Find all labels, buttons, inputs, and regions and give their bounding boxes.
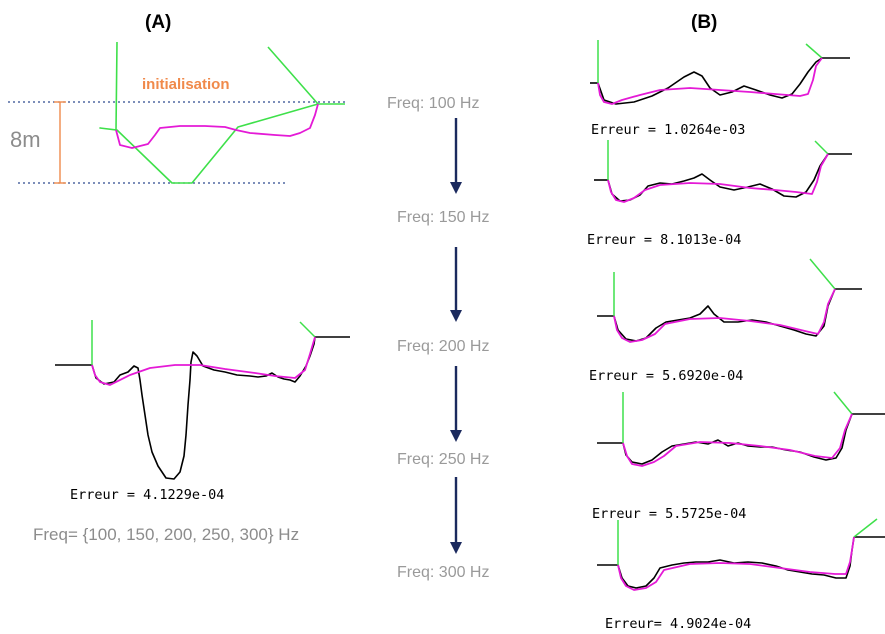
error-text-200hz: Erreur = 5.6920e-04	[589, 368, 743, 384]
panel-a-label: (A)	[145, 12, 171, 33]
right-source-marker	[299, 321, 316, 338]
result-250hz: Erreur = 5.5725e-04	[592, 391, 885, 522]
source-right	[809, 258, 836, 290]
error-text-150hz: Erreur = 8.1013e-04	[587, 232, 741, 248]
source-right	[814, 140, 829, 155]
error-text-100hz: Erreur = 1.0264e-03	[591, 122, 745, 138]
frequency-step-250: Freq: 250 Hz	[397, 451, 489, 468]
true-profile	[617, 536, 855, 589]
source-right	[853, 518, 878, 538]
initial-inverted-profile	[115, 103, 319, 149]
arrow-200-to-250	[450, 366, 462, 442]
arrow-250-to-300	[450, 477, 462, 554]
initial-model-profile	[99, 41, 319, 184]
panel-a-error-text: Erreur = 4.1229e-04	[70, 487, 224, 503]
inverted-profile-final	[91, 336, 316, 386]
initialisation-label: initialisation	[142, 76, 230, 93]
inverted-profile	[607, 153, 829, 203]
inverted-profile	[617, 536, 855, 591]
true-profile	[613, 288, 836, 342]
result-200hz: Erreur = 5.6920e-04	[589, 258, 862, 384]
frequency-step-150: Freq: 150 Hz	[397, 209, 489, 226]
result-100hz: Erreur = 1.0264e-03	[590, 40, 850, 138]
frequency-step-100: Freq: 100 Hz	[387, 95, 479, 112]
inverted-profile	[613, 288, 836, 343]
panel-b-label: (B)	[691, 12, 717, 33]
frequency-set-text: Freq= {100, 150, 200, 250, 300} Hz	[33, 525, 299, 544]
true-profile	[622, 413, 853, 465]
error-text-250hz: Erreur = 5.5725e-04	[592, 506, 746, 522]
source-right	[833, 391, 853, 415]
frequency-sequence: Freq: 100 Hz Freq: 150 Hz Freq: 200 Hz F…	[387, 95, 489, 581]
result-300hz: Erreur= 4.9024e-04	[597, 518, 885, 632]
depth-label: 8m	[10, 127, 41, 152]
inverted-profile	[622, 413, 853, 467]
true-profile	[597, 57, 823, 105]
panel-a-final-result: Erreur = 4.1229e-04 Freq= {100, 150, 200…	[33, 320, 350, 544]
panel-a-initialisation: 8m initialisation	[8, 41, 345, 184]
result-150hz: Erreur = 8.1013e-04	[587, 140, 852, 248]
frequency-step-200: Freq: 200 Hz	[397, 338, 489, 355]
arrow-100-to-150	[450, 118, 462, 194]
arrow-150-to-200	[450, 247, 462, 322]
frequency-step-300: Freq: 300 Hz	[397, 564, 489, 581]
error-text-300hz: Erreur= 4.9024e-04	[605, 616, 751, 632]
true-profile-final	[91, 336, 316, 480]
inverted-profile	[597, 57, 823, 105]
source-right	[805, 43, 823, 59]
